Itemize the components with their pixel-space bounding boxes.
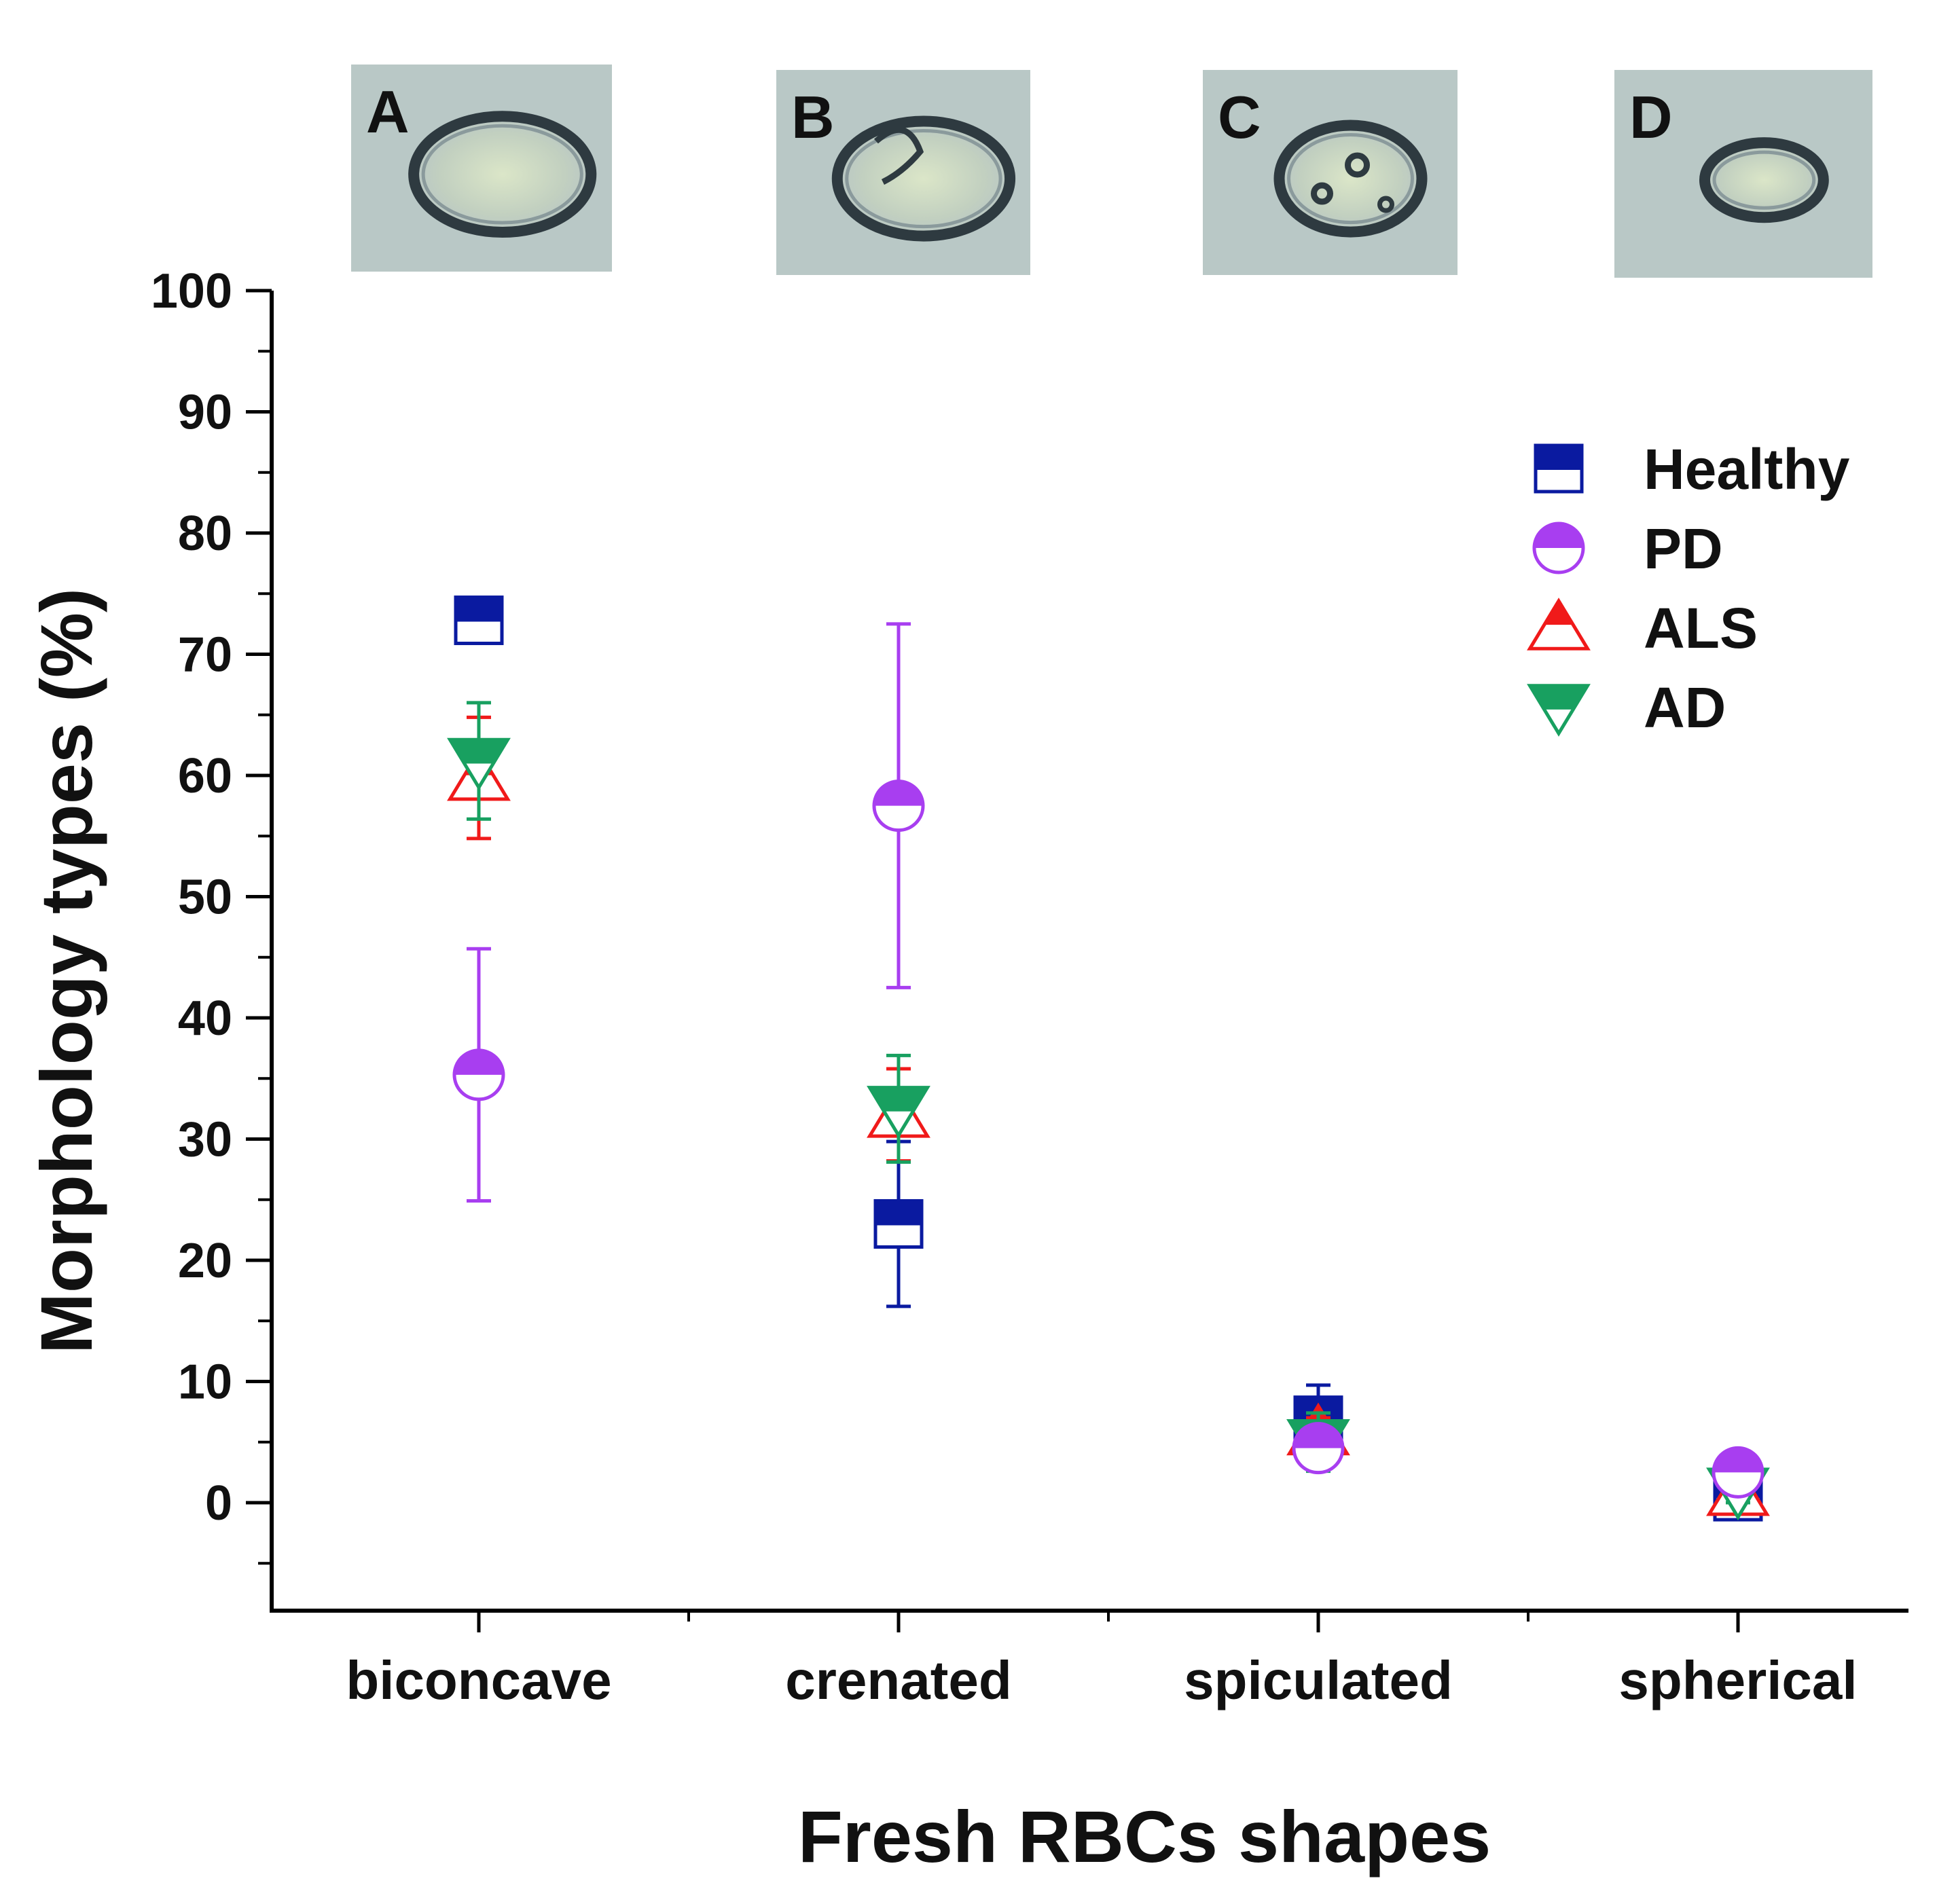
y-tick-label: 10 [178,1355,232,1410]
point-pd-spherical [1712,1446,1764,1499]
x-tick-label-spherical: spherical [1618,1650,1857,1710]
legend-label-als: ALS [1644,596,1758,660]
y-tick-label: 60 [178,749,232,803]
legend: Healthy PD ALS AD [1527,437,1850,739]
y-tick-label: 30 [178,1113,232,1167]
legend-item-pd: PD [1532,517,1723,581]
point-ad-biconcave [447,737,511,791]
legend-item-healthy: Healthy [1534,437,1850,501]
y-tick-label: 90 [178,386,232,440]
point-ad-crenated [867,1086,930,1139]
inset-biconcave: A [351,65,612,272]
y-tick-label: 100 [151,264,232,318]
y-tick-label: 80 [178,507,232,561]
x-tick-label-crenated: crenated [785,1650,1011,1710]
x-axis-title: Fresh RBCs shapes [798,1795,1491,1878]
inset-crenated: B [776,70,1030,275]
legend-item-als: ALS [1527,596,1758,660]
point-healthy-crenated [873,1198,924,1249]
legend-item-ad: AD [1527,676,1726,739]
inset-letter-d: D [1629,84,1673,151]
legend-marker-pd [1532,521,1585,574]
axes: 0 10 20 30 40 50 60 70 80 90 100 biconcave crenated s… [151,264,1908,1710]
legend-marker-als [1527,598,1591,651]
legend-marker-ad [1527,684,1591,737]
cell-image-spherical [1699,137,1829,223]
legend-label-pd: PD [1644,517,1723,581]
point-healthy-biconcave [454,596,504,646]
plot-area [447,596,1770,1522]
y-tick-label: 0 [205,1476,232,1531]
inset-letter-a: A [366,78,410,145]
y-tick-label: 70 [178,628,232,682]
cell-image-crenated [831,115,1016,242]
y-tick-label: 50 [178,871,232,925]
y-axis-title: Morphology types (%) [25,588,107,1354]
inset-spherical: D [1614,70,1872,278]
x-tick-label-biconcave: biconcave [346,1650,611,1710]
x-tick-label-spiculated: spiculated [1184,1650,1453,1710]
inset-letter-c: C [1218,84,1261,151]
cell-image-spiculated [1273,120,1428,238]
legend-marker-healthy [1534,443,1584,494]
legend-label-healthy: Healthy [1644,437,1850,501]
point-pd-biconcave [452,1048,505,1101]
legend-label-ad: AD [1644,676,1726,739]
point-pd-crenated [872,780,925,832]
inset-letter-b: B [791,84,835,151]
inset-images: A B C D [351,65,1872,278]
y-tick-label: 40 [178,991,232,1046]
inset-spiculated: C [1203,70,1458,275]
y-tick-label: 20 [178,1234,232,1288]
cell-image-biconcave [408,111,597,238]
point-pd-spiculated [1292,1422,1345,1475]
